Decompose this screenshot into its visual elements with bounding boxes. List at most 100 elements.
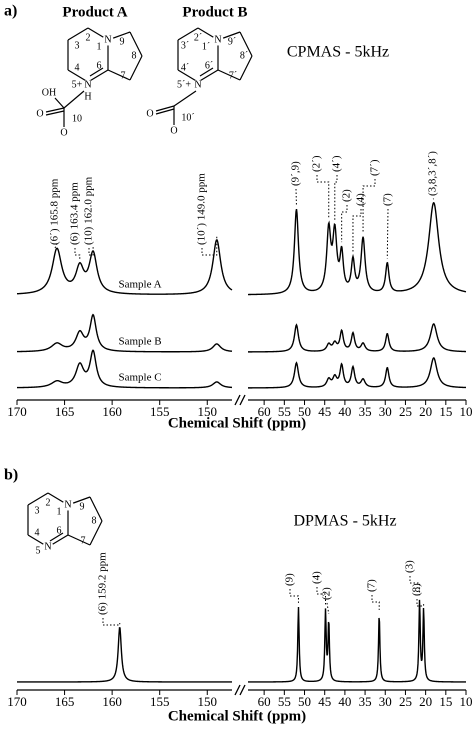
spectrum: [248, 202, 467, 296]
peak-annotation: (4´): [331, 155, 343, 172]
x-tick-label: 45: [318, 694, 331, 709]
atom-label: 4´: [181, 62, 189, 73]
x-tick-label: 50: [298, 694, 311, 709]
spectrum: [16, 239, 233, 295]
annotation-leader: [371, 595, 380, 610]
bond: [67, 69, 89, 83]
mode-label: CPMAS - 5kHz: [287, 44, 389, 61]
bond: [155, 108, 175, 115]
x-tick-label: 35: [359, 404, 372, 419]
bond: [89, 496, 103, 522]
product-title: Product A: [62, 4, 127, 20]
mode-label: DPMAS - 5kHz: [293, 513, 396, 530]
annotation-leader: [289, 589, 299, 603]
annotation-leader: [326, 602, 330, 614]
x-tick-label: 60: [258, 404, 271, 419]
spectrum: [17, 627, 232, 683]
x-tick-label: 15: [439, 694, 452, 709]
atom-label: 3´: [181, 40, 189, 51]
atom-label: O: [170, 125, 177, 136]
atom-label: H: [84, 91, 91, 102]
atom-mask: [212, 34, 224, 46]
bond: [49, 532, 64, 542]
bond: [89, 67, 104, 77]
bond: [27, 492, 49, 506]
x-tick-label: 25: [399, 694, 412, 709]
annotation-leader: [409, 576, 421, 596]
atom-label: 6: [57, 525, 62, 536]
peak-annotation: (9´,9): [290, 161, 302, 186]
peak-annotation: (3): [404, 560, 416, 573]
sample-label: Sample A: [118, 279, 161, 291]
atom-label: 1: [97, 41, 102, 52]
annotation-leader: [352, 209, 362, 253]
x-tick-label: 20: [419, 404, 432, 419]
bond: [89, 520, 103, 546]
atom-label: 8: [92, 515, 97, 526]
annotation-leader: [316, 175, 330, 219]
x-tick-label: 40: [338, 694, 351, 709]
x-tick-label: 25: [399, 404, 412, 419]
spectrum: [16, 313, 233, 353]
atom-label: 10: [72, 113, 82, 124]
atom-label: N: [84, 79, 91, 90]
bond: [199, 67, 214, 77]
bond: [54, 97, 65, 109]
atom-label: 6: [97, 60, 102, 71]
bond: [45, 107, 65, 113]
axis-break: [239, 394, 246, 406]
annotation-leader: [102, 618, 121, 626]
peak-annotation: (8): [411, 583, 423, 596]
bond: [197, 69, 219, 83]
x-tick-label: 60: [258, 694, 271, 709]
peak-annotation: (4): [355, 193, 367, 206]
bond: [129, 55, 143, 81]
atom-label: N: [44, 541, 51, 552]
atom-mask: [192, 79, 204, 91]
x-tick-label: 155: [150, 694, 170, 709]
x-tick-label: 155: [150, 404, 170, 419]
bond: [45, 110, 65, 116]
bond: [177, 69, 199, 83]
bond: [107, 69, 131, 81]
x-tick-label: 15: [439, 404, 452, 419]
atom-label: 7: [121, 70, 126, 81]
bond: [87, 69, 109, 83]
atom-label: 8: [132, 50, 137, 61]
atom-label: 2: [86, 32, 91, 43]
atom-label: 10´: [181, 112, 194, 123]
peak-annotation: (2): [341, 189, 353, 202]
bond: [239, 31, 253, 57]
atom-label: 4: [35, 527, 40, 538]
peak-annotation: (4): [311, 571, 323, 584]
peak-annotation: (3,8,3´,8´): [427, 151, 439, 196]
bond: [67, 534, 91, 546]
atom-label: O: [36, 108, 43, 119]
bond: [155, 105, 175, 112]
atom-label: 3: [35, 505, 40, 516]
spectrum: [248, 357, 467, 389]
x-axis-title: Chemical Shift (ppm): [168, 415, 306, 431]
atom-label: N: [194, 79, 201, 90]
x-axis-title: Chemical Shift (ppm): [168, 708, 306, 724]
atom-label: O: [60, 127, 67, 138]
spectrum: [248, 599, 466, 683]
axis-break: [234, 394, 241, 406]
bond: [173, 90, 197, 107]
peak-annotation: (9): [284, 573, 296, 586]
x-tick-label: 30: [379, 694, 392, 709]
atom-label: 1: [57, 506, 62, 517]
atom-label: N: [104, 34, 111, 45]
axis-break: [234, 684, 241, 696]
x-tick-label: 160: [102, 694, 122, 709]
atom-label: 5´+: [177, 79, 191, 90]
x-tick-label: 165: [55, 404, 75, 419]
annotation-leader: [386, 208, 389, 259]
x-tick-label: 170: [7, 404, 27, 419]
axis-break: [239, 684, 246, 696]
x-tick-label: 30: [379, 404, 392, 419]
bond: [129, 31, 143, 57]
atom-mask: [42, 541, 54, 553]
atom-mask: [62, 499, 74, 511]
